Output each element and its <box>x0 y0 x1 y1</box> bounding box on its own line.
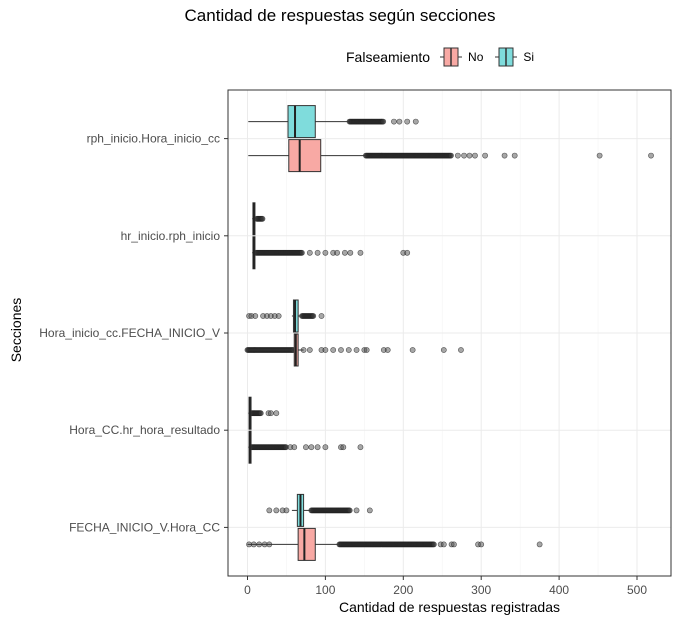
outlier-point <box>267 410 274 417</box>
outlier-point <box>357 444 364 451</box>
outlier-point <box>330 347 337 353</box>
outlier-point <box>536 541 543 548</box>
x-tick-label: 400 <box>549 583 569 597</box>
outlier-point <box>472 152 478 159</box>
outlier-point <box>341 249 348 256</box>
outlier-point <box>303 444 309 451</box>
outlier-point <box>346 507 353 514</box>
outlier-point <box>353 347 360 353</box>
outlier-point <box>322 444 329 451</box>
outlier-point <box>440 347 447 353</box>
outlier-point <box>252 313 259 319</box>
x-tick-label: 0 <box>244 583 251 597</box>
outlier-point <box>322 347 329 353</box>
x-tick-label: 100 <box>315 583 335 597</box>
outlier-point <box>347 249 354 256</box>
outlier-point <box>461 152 467 159</box>
outlier-point <box>345 347 352 353</box>
y-tick-label: hr_inicio.rph_inicio <box>121 229 221 243</box>
y-tick-label: Hora_inicio_cc.FECHA_INICIO_V <box>39 326 220 340</box>
outlier-point <box>310 313 317 319</box>
outlier-point <box>257 410 264 417</box>
outlier-point <box>458 347 464 353</box>
legend-label-no: No <box>468 50 484 64</box>
y-tick-label: FECHA_INICIO_V.Hora_CC <box>69 520 220 534</box>
y-axis-title: Secciones <box>8 297 24 363</box>
y-tick-label: Hora_CC.hr_hora_resultado <box>69 423 220 437</box>
outlier-point <box>259 215 266 222</box>
outlier-point <box>482 152 488 159</box>
outlier-point <box>511 152 518 159</box>
outlier-point <box>409 347 416 353</box>
x-axis-title: Cantidad de respuestas registradas <box>338 599 561 615</box>
outlier-point <box>314 249 321 256</box>
outlier-point <box>404 249 411 256</box>
outlier-point <box>266 507 273 514</box>
box-no <box>297 527 316 561</box>
outlier-point <box>283 507 290 514</box>
outlier-point <box>318 313 325 319</box>
outlier-point <box>291 444 298 451</box>
outlier-point <box>448 152 454 159</box>
outlier-point <box>353 507 360 514</box>
outlier-point <box>391 118 397 125</box>
outlier-point <box>298 249 305 256</box>
outlier-point <box>596 152 603 159</box>
outlier-point <box>454 152 461 159</box>
outlier-point <box>430 541 437 548</box>
legend-key-no <box>440 45 463 69</box>
outlier-point <box>366 507 373 514</box>
box-no <box>288 139 322 173</box>
outlier-point <box>273 410 280 417</box>
outlier-point <box>363 347 370 353</box>
chart-title: Cantidad de respuestas según secciones <box>184 6 496 25</box>
outlier-point <box>338 347 344 353</box>
outlier-point <box>501 152 508 159</box>
outlier-point <box>384 347 391 353</box>
outlier-point <box>648 152 654 159</box>
x-tick-label: 500 <box>627 583 647 597</box>
y-tick-label: rph_inicio.Hora_inicio_cc <box>87 132 220 146</box>
outlier-point <box>306 347 313 353</box>
outlier-point <box>478 541 485 548</box>
outlier-point <box>306 249 313 256</box>
outlier-point <box>340 444 347 451</box>
outlier-point <box>412 118 419 125</box>
legend-key-si <box>495 45 518 69</box>
outlier-point <box>404 118 411 125</box>
outlier-point <box>380 118 387 125</box>
legend: Falseamiento No Si <box>346 44 546 70</box>
box-si <box>287 105 316 139</box>
x-tick-label: 300 <box>471 583 491 597</box>
outlier-point <box>440 541 447 548</box>
outlier-point <box>396 118 403 125</box>
outlier-point <box>451 541 457 548</box>
outlier-point <box>466 152 473 159</box>
x-tick-label: 200 <box>393 583 413 597</box>
outlier-point <box>275 313 282 319</box>
legend-label-si: Si <box>523 50 535 64</box>
legend-title: Falseamiento <box>346 49 431 65</box>
outlier-point <box>308 444 315 451</box>
outlier-point <box>357 249 364 256</box>
outlier-point <box>334 249 340 256</box>
outlier-point <box>314 444 321 451</box>
outlier-point <box>322 249 329 256</box>
outlier-point <box>273 507 280 514</box>
